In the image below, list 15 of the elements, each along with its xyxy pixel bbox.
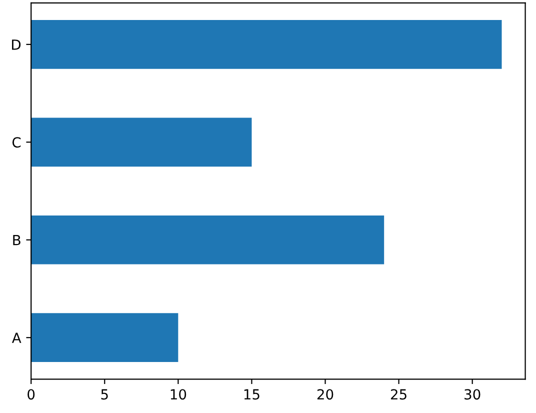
y-tick-label: D — [12, 40, 21, 50]
x-tick-label: 30 — [464, 389, 480, 400]
y-tick-label: C — [12, 137, 21, 148]
x-tick-label: 20 — [317, 389, 334, 400]
x-tick-label: 0 — [28, 389, 35, 400]
x-tick-label: 15 — [244, 389, 260, 400]
x-tick-label: 25 — [390, 389, 406, 400]
bar — [31, 215, 384, 264]
bar — [31, 118, 252, 167]
y-tick-label: A — [12, 332, 22, 343]
bar — [31, 20, 502, 69]
x-tick-label: 5 — [101, 389, 108, 400]
x-tick-label: 10 — [170, 389, 186, 400]
y-tick-label: B — [13, 235, 20, 246]
bar — [31, 313, 178, 362]
